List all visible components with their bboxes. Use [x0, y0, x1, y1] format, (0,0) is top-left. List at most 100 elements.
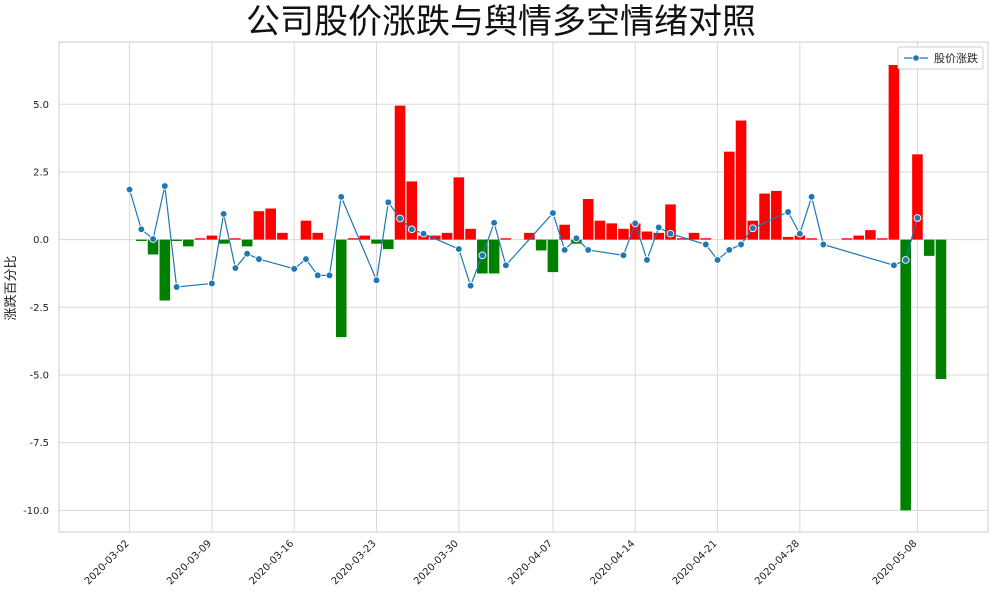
series-point	[384, 198, 393, 207]
series-point	[396, 214, 404, 223]
bar	[853, 235, 864, 240]
y-tick-label: 0.0	[33, 235, 49, 246]
bar	[171, 239, 182, 241]
bar	[759, 193, 770, 240]
bar	[394, 105, 406, 240]
bar	[723, 151, 735, 240]
bar	[735, 120, 747, 240]
bar	[347, 238, 359, 240]
bar	[688, 232, 700, 240]
bar	[359, 235, 371, 240]
series-line	[128, 185, 919, 288]
series-point	[901, 256, 910, 264]
legend-box	[897, 46, 984, 70]
y-tick-label: -10.0	[23, 506, 49, 517]
series-point	[125, 185, 134, 194]
bar	[371, 239, 382, 244]
bar	[253, 211, 265, 240]
series-point	[172, 283, 181, 291]
bar	[147, 239, 159, 255]
legend: 股价涨跌	[897, 46, 984, 70]
bar	[194, 238, 206, 240]
series-point	[713, 256, 722, 264]
bar	[535, 239, 547, 251]
series-point	[890, 261, 898, 270]
series-point	[490, 218, 498, 227]
bar	[300, 220, 312, 240]
bar	[441, 232, 453, 240]
x-tick-label: 2020-04-07	[506, 538, 555, 587]
bar	[665, 204, 676, 240]
bar	[230, 238, 241, 240]
series-point	[219, 210, 228, 218]
y-tick-label: 2.5	[33, 167, 49, 178]
series-point	[572, 234, 581, 243]
series-point	[478, 251, 487, 260]
bar	[136, 239, 147, 241]
series-point	[231, 264, 240, 272]
bar	[618, 228, 629, 240]
bar	[488, 239, 500, 274]
bar	[241, 239, 253, 247]
chart-title: 公司股价涨跌与舆情多空情绪对照	[246, 2, 756, 42]
bar	[335, 239, 347, 338]
series-point	[325, 271, 334, 280]
bar	[206, 235, 218, 240]
bar	[594, 220, 606, 240]
bar	[700, 238, 712, 240]
series-point	[137, 225, 146, 234]
bar	[900, 239, 911, 511]
series-point	[337, 193, 346, 201]
series-point	[913, 214, 922, 222]
series-point	[407, 225, 416, 234]
bar	[806, 238, 817, 240]
series-point	[372, 276, 381, 285]
legend-label: 股价涨跌	[934, 51, 978, 65]
x-tick-label: 2020-04-21	[671, 538, 720, 587]
series-point	[701, 240, 710, 249]
bar	[418, 235, 429, 240]
bar	[559, 224, 570, 240]
bar	[524, 232, 535, 240]
x-tick-label: 2020-03-23	[330, 538, 379, 587]
bar	[912, 154, 923, 240]
bar	[841, 238, 853, 240]
series-point	[466, 281, 475, 290]
series-point	[255, 255, 263, 263]
bar	[218, 239, 229, 244]
bar	[312, 232, 324, 240]
x-tick-label: 2020-03-30	[412, 538, 461, 587]
series-point	[725, 246, 734, 254]
bar	[277, 232, 288, 240]
series-point	[784, 208, 792, 216]
series-point	[560, 246, 569, 254]
bar	[771, 190, 782, 240]
y-tick-label: -5.0	[29, 370, 49, 381]
x-tick-label: 2020-03-02	[83, 538, 132, 587]
bar	[935, 239, 947, 380]
bar	[406, 181, 418, 240]
series-point	[302, 255, 310, 263]
series-point	[584, 246, 593, 254]
x-tick-label: 2020-05-08	[871, 538, 920, 587]
bar	[782, 236, 794, 240]
ytick-layer: 5.0 2.5 0.0 -2.5 -5.0 -7.5 -10.0	[23, 100, 49, 517]
bar	[653, 232, 665, 240]
bar	[582, 199, 594, 240]
bar	[500, 238, 512, 240]
x-tick-label: 2020-03-16	[247, 538, 296, 587]
bar-layer	[136, 65, 947, 511]
series-point	[643, 256, 651, 264]
xtick-layer: 2020-03-02 2020-03-09 2020-03-16 2020-03-23…	[83, 538, 920, 587]
series-point	[654, 223, 663, 232]
series-point	[795, 229, 804, 238]
bar	[676, 238, 688, 240]
y-tick-label: 5.0	[33, 100, 49, 111]
bar	[865, 230, 876, 240]
series-point	[149, 235, 157, 243]
bar	[159, 239, 171, 301]
series-point	[160, 182, 169, 190]
y-tick-label: -2.5	[29, 303, 49, 314]
series-point	[419, 229, 428, 238]
series-point	[502, 261, 510, 270]
